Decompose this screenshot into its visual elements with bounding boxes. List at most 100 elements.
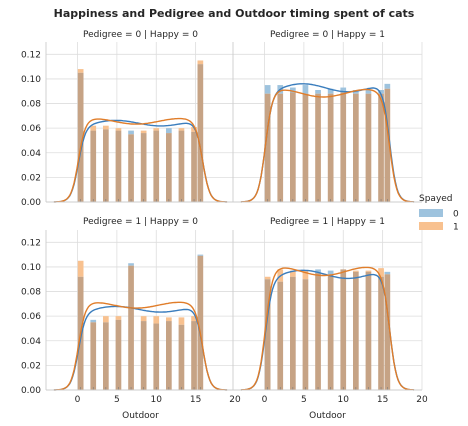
x-tick-label: 20 — [229, 395, 241, 405]
y-tick-label: 0.12 — [21, 50, 41, 60]
panel-top-left: Pedigree = 0 | Happy = 0 0.00 0.02 0.04 0.0… — [21, 30, 236, 208]
density-line-spayed-1 — [53, 117, 228, 203]
histogram-bar-excess — [290, 270, 296, 277]
histogram-bar-overlap — [128, 265, 134, 390]
histogram-bar-excess — [178, 317, 185, 325]
x-tick-label: 20 — [416, 395, 428, 405]
histogram-bar-overlap — [103, 322, 109, 390]
histogram-bar-excess — [153, 316, 160, 324]
histogram-bar-overlap — [153, 130, 160, 202]
histogram-bar-overlap — [166, 133, 172, 202]
histogram-bar-overlap — [340, 269, 347, 390]
histogram-bar-excess — [378, 268, 384, 277]
panel-bottom-left: Pedigree = 1 | Happy = 0 0.00 0.02 0.04 0.0… — [21, 217, 241, 405]
histogram-bar-excess — [191, 126, 197, 132]
histogram-bar-excess — [115, 128, 122, 131]
histogram-bar-excess — [264, 85, 271, 94]
panel-bottom-right: Pedigree = 1 | Happy = 1 0 5 10 15 20 — [232, 217, 428, 405]
x-tick-label: 15 — [190, 395, 201, 405]
histogram-bar-overlap — [153, 323, 160, 390]
histogram-bar-overlap — [77, 72, 84, 203]
histogram-bar-overlap — [365, 271, 372, 390]
histogram-bar-excess — [115, 316, 122, 320]
histogram-bar-excess — [290, 87, 296, 93]
y-tick-label: 0.10 — [21, 263, 41, 273]
histogram-bar-overlap — [140, 133, 147, 202]
panel-title-top-left: Pedigree = 0 | Happy = 0 — [83, 30, 198, 40]
histogram-bar-overlap — [315, 93, 321, 202]
x-axis-label-right: Outdoor — [309, 411, 346, 421]
y-tick-label: 0.04 — [21, 149, 41, 159]
x-tick-label: 0 — [75, 395, 81, 405]
histogram-bar-excess — [264, 276, 271, 280]
histogram-bar-excess — [140, 316, 147, 322]
x-axis-label-left: Outdoor — [122, 411, 159, 421]
histogram-bar-overlap — [378, 276, 384, 390]
y-tick-label: 0.00 — [21, 198, 41, 208]
legend: Spayed 0 1 — [419, 194, 459, 233]
histogram-bar-excess — [327, 270, 334, 275]
histogram-bar-excess — [327, 88, 334, 94]
x-tick-label: 15 — [377, 395, 388, 405]
histogram-bar-excess — [103, 125, 109, 130]
histogram-bar-overlap — [197, 255, 204, 390]
histogram-bar-excess — [197, 254, 204, 256]
y-tick-label: 0.06 — [21, 312, 41, 322]
histogram-bar-excess — [365, 90, 372, 94]
legend-swatch-1 — [419, 222, 443, 230]
panel-title-bottom-right: Pedigree = 1 | Happy = 1 — [270, 217, 385, 227]
histogram-bar-excess — [191, 316, 197, 322]
plot-area — [46, 42, 235, 202]
histogram-bar-excess — [128, 130, 134, 135]
x-tick-label: 5 — [301, 395, 307, 405]
histogram-bar-overlap — [327, 274, 334, 390]
histogram-bar-excess — [90, 319, 97, 323]
histogram-bar-overlap — [290, 276, 296, 390]
histogram-bar-overlap — [353, 271, 359, 390]
histogram-bar-overlap — [353, 93, 359, 202]
panel-top-right: Pedigree = 0 | Happy = 1 — [232, 30, 423, 203]
y-tick-label: 0.10 — [21, 75, 41, 85]
y-tick-label: 0.08 — [21, 288, 41, 298]
y-tick-label: 0.00 — [21, 386, 41, 396]
histogram-bar-overlap — [166, 321, 172, 390]
histogram-bar-overlap — [178, 130, 185, 202]
chart-title: Happiness and Pedigree and Outdoor timin… — [54, 7, 415, 20]
histogram-bar-overlap — [140, 321, 147, 390]
histogram-bar-overlap — [384, 88, 391, 202]
histogram-bar-excess — [103, 316, 109, 323]
histogram-bar-overlap — [365, 93, 372, 202]
legend-label-1: 1 — [453, 223, 459, 233]
x-tick-label: 5 — [114, 395, 120, 405]
histogram-bar-overlap — [90, 322, 97, 390]
y-tick-label: 0.06 — [21, 124, 41, 134]
density-line-spayed-1 — [240, 266, 415, 391]
x-tick-label: 10 — [151, 395, 163, 405]
histogram-bar-overlap — [277, 281, 284, 390]
y-tick-label: 0.02 — [21, 173, 41, 183]
histogram-bar-excess — [140, 130, 147, 134]
histogram-bar-overlap — [378, 93, 384, 202]
histogram-bar-excess — [166, 128, 172, 134]
histogram-bar-excess — [77, 69, 84, 73]
histogram-bar-overlap — [115, 319, 122, 390]
histogram-bar-overlap — [302, 93, 309, 202]
histogram-bar-excess — [166, 317, 172, 322]
histogram-bar-overlap — [191, 321, 197, 390]
histogram-bar-excess — [77, 260, 84, 277]
histogram-bar-overlap — [277, 93, 284, 202]
histogram-bar-overlap — [197, 64, 204, 203]
histogram-bar-overlap — [178, 324, 185, 390]
x-tick-label: 10 — [338, 395, 350, 405]
histogram-bar-overlap — [302, 279, 309, 390]
histogram-bar-overlap — [290, 92, 296, 202]
y-tick-label: 0.02 — [21, 361, 41, 371]
histogram-bar-overlap — [90, 130, 97, 202]
histogram-bar-overlap — [340, 92, 347, 202]
histogram-bar-excess — [197, 60, 204, 65]
histogram-bar-overlap — [264, 279, 271, 390]
histogram-bar-excess — [353, 270, 359, 272]
histogram-bar-overlap — [103, 129, 109, 202]
histogram-bar-overlap — [264, 93, 271, 202]
